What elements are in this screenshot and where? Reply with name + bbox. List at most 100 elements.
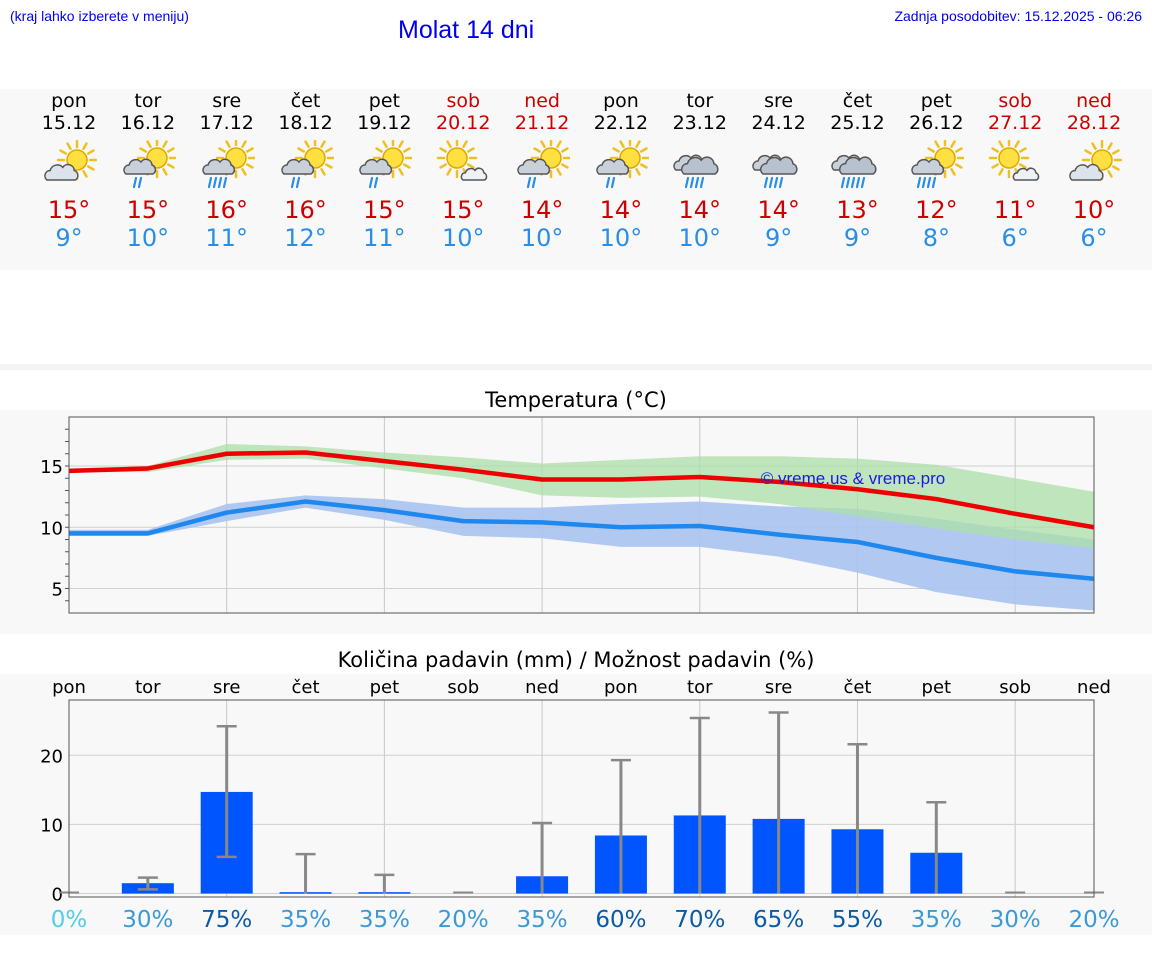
cloud-shape: [280, 158, 314, 175]
last-update: Zadnja posodobitev: 15.12.2025 - 06:26: [894, 8, 1142, 24]
rain-drop: [295, 176, 300, 189]
min-temp-range-band: [69, 495, 1094, 611]
sun-ray: [934, 140, 941, 148]
sun-ray: [162, 168, 168, 176]
sun-ray: [240, 140, 247, 148]
temp-min: 6°: [1080, 224, 1108, 252]
day-name: ned: [1076, 90, 1112, 112]
day-name: čet: [290, 90, 321, 112]
watermark: © vreme.us & vreme.pro: [761, 469, 945, 488]
sun-ray: [240, 168, 247, 176]
rain-drop: [773, 176, 778, 189]
rain-drop: [840, 176, 845, 189]
plot-frame: [68, 699, 1095, 898]
rain-drop: [290, 176, 295, 189]
sun-ray: [991, 163, 1000, 169]
cloud-shape: [1012, 167, 1040, 181]
sun-ray: [66, 142, 72, 150]
sun-ray: [446, 168, 452, 176]
forecast-day: pon 15.12 15° 9°: [29, 90, 109, 252]
sun-ray: [439, 147, 448, 153]
sun-ray: [439, 163, 448, 169]
x-category-label: sre: [213, 677, 240, 698]
sun-ray: [245, 163, 254, 169]
sun-ray: [1014, 140, 1020, 148]
rain-drop: [374, 176, 379, 189]
sun-cloud-rain-icon: [596, 140, 649, 189]
temp-max: 10°: [1072, 196, 1116, 224]
cloud-shape: [759, 156, 798, 175]
day-name: sre: [212, 90, 242, 112]
precip-chance-label: 65%: [753, 907, 804, 933]
rain-drop: [207, 176, 212, 189]
temp-max: 15°: [126, 196, 170, 224]
sun-ray: [533, 147, 542, 153]
day-date: 28.12: [1066, 112, 1122, 134]
day-name: pet: [920, 90, 952, 112]
sun-ray: [639, 163, 648, 169]
day-name: ned: [524, 90, 560, 112]
forecast-day: sob 20.12 15° 10°: [423, 90, 503, 252]
sun-ray: [403, 147, 412, 153]
rain-drop: [369, 176, 374, 189]
cloud-shape: [838, 156, 877, 175]
sun-ray: [382, 140, 389, 148]
sun-ray: [82, 142, 88, 150]
rain-drop: [855, 176, 860, 189]
rain-drop: [217, 176, 222, 189]
x-category-label: sob: [447, 677, 479, 698]
rain-drop: [222, 176, 227, 189]
sun-ray: [467, 163, 475, 169]
sun-small-cloud-icon: [437, 140, 488, 181]
sun-ray: [139, 147, 147, 153]
sun-ray: [245, 147, 254, 153]
rain-drop: [694, 176, 699, 189]
sun-cloud-heavy-rain-icon: [201, 140, 255, 189]
day-date: 20.12: [436, 112, 491, 134]
x-category-label: sre: [765, 677, 792, 698]
rain-drop: [526, 176, 532, 189]
day-date: 25.12: [830, 112, 885, 134]
forecast-day: sob 27.12 11° 6°: [975, 90, 1055, 252]
temp-min: 9°: [765, 224, 793, 252]
cloud-heavy-rain-icon: [830, 154, 877, 189]
sun-ray: [217, 147, 226, 153]
precip-chance-label: 70%: [674, 907, 725, 933]
sun-ray: [59, 149, 67, 155]
y-tick-label: 0: [52, 885, 63, 906]
rain-drop: [917, 176, 922, 189]
temp-min: 10°: [126, 224, 170, 252]
forecast-day: ned 28.12 10° 6°: [1054, 90, 1134, 252]
sun-ray: [398, 140, 405, 148]
sun-ray: [398, 168, 405, 176]
icon-group: [830, 154, 877, 189]
icon-group: [280, 140, 334, 189]
temp-max: 15°: [441, 196, 485, 224]
x-category-label: tor: [687, 677, 713, 698]
precip-chance-label: 35%: [517, 907, 568, 933]
sun-ray: [556, 140, 562, 148]
sun-ray: [324, 163, 333, 169]
sun-ray: [319, 168, 326, 176]
sun-ray: [1091, 142, 1097, 150]
forecast-day: pon 22.12 14° 10°: [581, 90, 661, 252]
y-tick-label: 10: [40, 518, 63, 539]
sun-ray: [296, 147, 305, 153]
temp-min: 6°: [1001, 224, 1029, 252]
precip-chance-label: 30%: [122, 907, 173, 933]
sun-ray: [467, 147, 475, 153]
cloud-shape: [596, 158, 630, 175]
x-category-label: tor: [135, 677, 161, 698]
rain-drop: [137, 176, 142, 189]
temp-max: 15°: [47, 196, 91, 224]
sun-ray: [82, 170, 88, 178]
partly-cloudy-sun-icon: [1069, 140, 1123, 181]
icon-group: [988, 140, 1040, 181]
precip-chance-label: 75%: [201, 907, 252, 933]
sun-ray: [556, 168, 562, 176]
sun-cloud-rain-icon: [359, 140, 413, 189]
cloud-shape: [359, 158, 393, 175]
forecast-day: tor 23.12 14° 10°: [660, 90, 740, 252]
sun-ray: [166, 147, 175, 153]
